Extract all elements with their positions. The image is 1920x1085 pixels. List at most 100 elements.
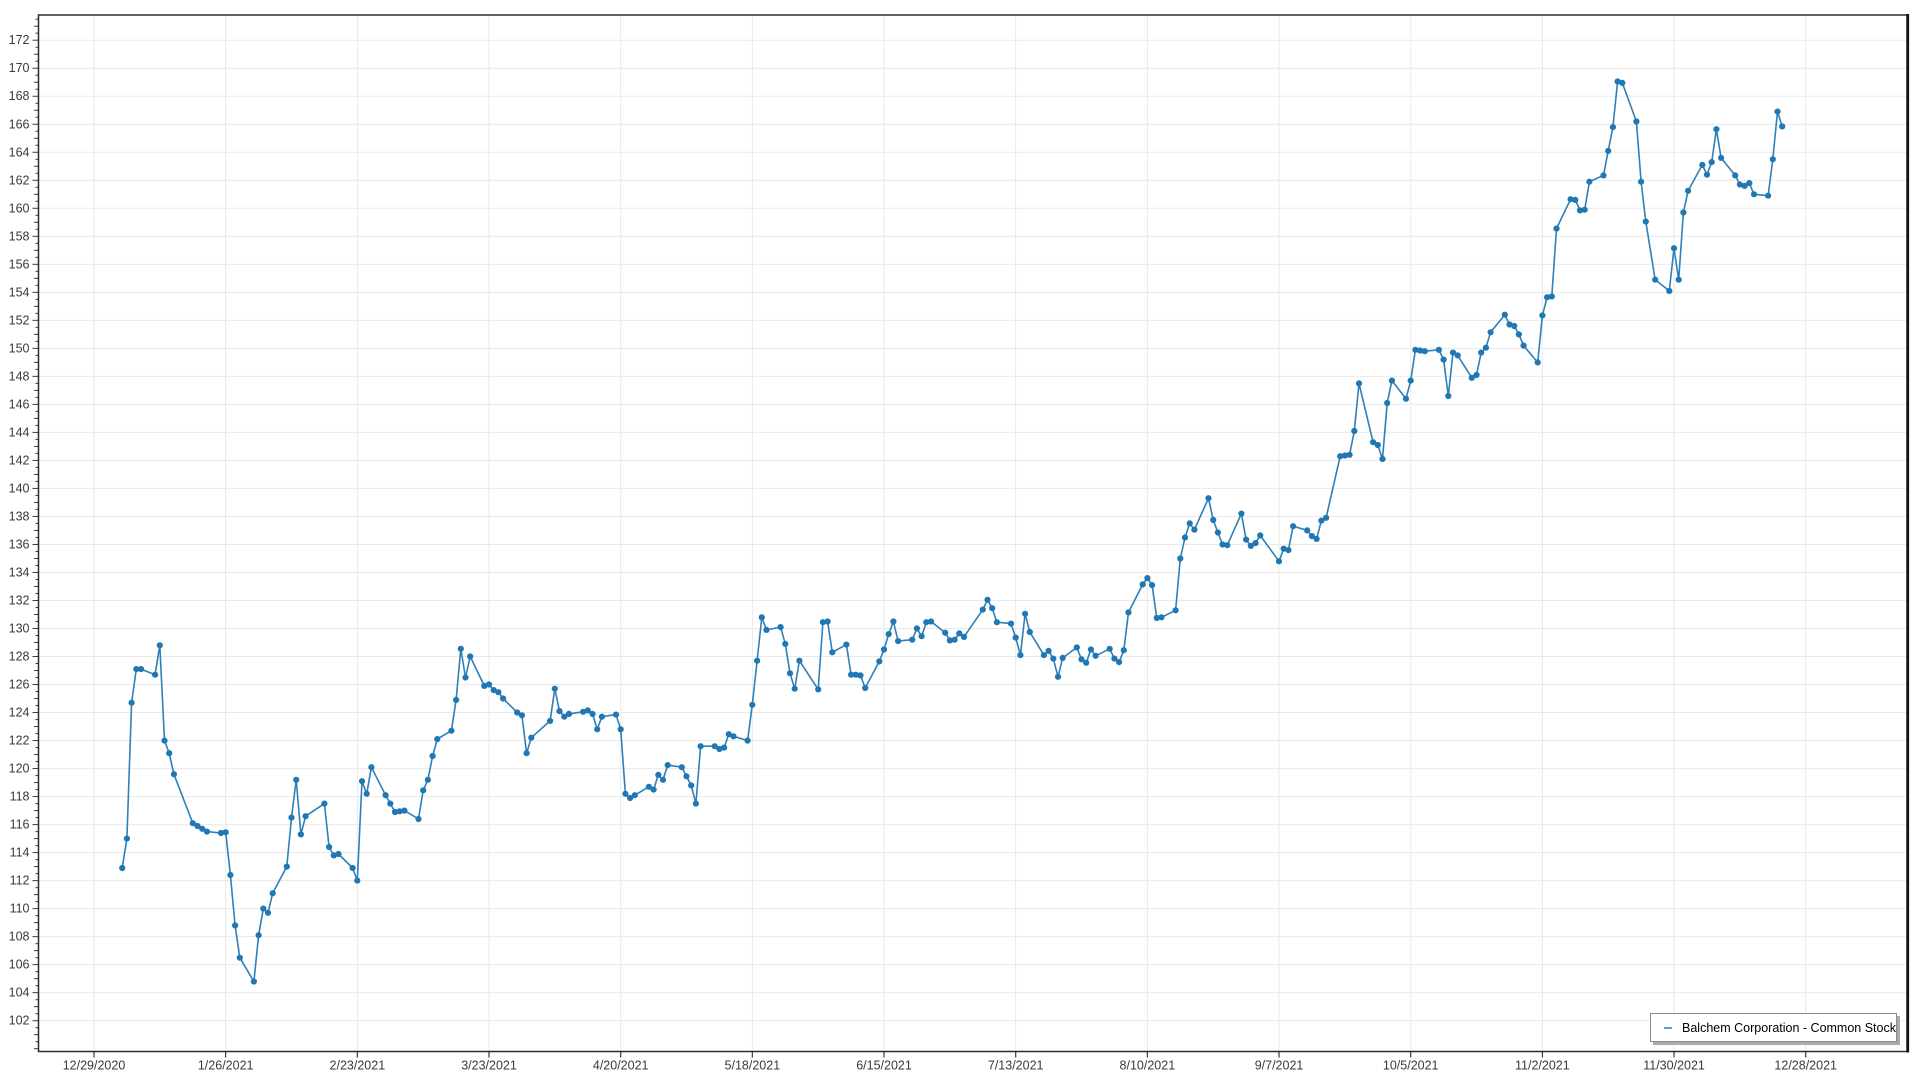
x-axis-label: 11/2/2021 bbox=[1515, 1059, 1570, 1073]
x-axis-label: 9/7/2021 bbox=[1255, 1059, 1304, 1073]
y-axis-label: 168 bbox=[9, 89, 30, 103]
data-point-marker bbox=[951, 636, 958, 643]
data-point-marker bbox=[580, 708, 587, 715]
data-point-marker bbox=[744, 737, 751, 744]
data-point-marker bbox=[979, 606, 986, 613]
data-point-marker bbox=[326, 843, 333, 851]
data-point-marker bbox=[152, 671, 159, 678]
data-point-marker bbox=[561, 713, 568, 720]
data-point-marker bbox=[232, 922, 239, 929]
data-point-marker bbox=[1083, 659, 1090, 666]
data-point-marker bbox=[481, 682, 488, 690]
x-axis-label: 10/5/2021 bbox=[1383, 1059, 1439, 1073]
data-point-marker bbox=[725, 731, 732, 738]
y-axis-label: 112 bbox=[10, 874, 30, 888]
x-axis-label: 11/30/2021 bbox=[1643, 1059, 1705, 1073]
data-point-marker bbox=[330, 852, 337, 859]
data-point-marker bbox=[1304, 527, 1311, 534]
data-point-marker bbox=[1736, 181, 1743, 188]
data-point-marker bbox=[358, 778, 366, 785]
data-point-marker bbox=[786, 670, 794, 677]
data-point-marker bbox=[1769, 156, 1776, 163]
legend-line-marker-icon bbox=[1664, 1026, 1673, 1029]
x-axis-label: 7/13/2021 bbox=[988, 1059, 1044, 1073]
data-point-marker bbox=[467, 653, 474, 660]
data-point-marker bbox=[1351, 427, 1358, 435]
data-point-marker bbox=[1699, 161, 1706, 168]
data-point-marker bbox=[730, 733, 737, 740]
data-point-marker bbox=[293, 776, 300, 783]
data-point-marker bbox=[1323, 514, 1330, 521]
data-point-marker bbox=[815, 686, 822, 693]
data-point-marker bbox=[495, 689, 502, 696]
data-point-marker bbox=[1238, 510, 1245, 517]
data-point-marker bbox=[1007, 620, 1015, 627]
y-axis-label: 132 bbox=[9, 593, 30, 607]
data-point-marker bbox=[1478, 349, 1485, 356]
data-point-marker bbox=[1774, 108, 1781, 115]
data-point-marker bbox=[1125, 609, 1132, 616]
x-axis-label: 12/29/2020 bbox=[63, 1059, 126, 1073]
data-point-marker bbox=[1040, 652, 1047, 659]
data-point-marker bbox=[1106, 645, 1113, 652]
data-point-marker bbox=[1576, 207, 1584, 214]
data-point-marker bbox=[401, 807, 408, 814]
data-point-marker bbox=[1374, 441, 1381, 449]
data-point-marker bbox=[1139, 581, 1146, 588]
data-point-marker bbox=[1572, 196, 1579, 203]
data-point-marker bbox=[119, 864, 126, 872]
data-point-marker bbox=[824, 618, 831, 625]
data-point-marker bbox=[1713, 126, 1720, 133]
y-axis-label: 120 bbox=[9, 762, 30, 776]
data-point-marker bbox=[960, 633, 968, 641]
data-point-marker bbox=[189, 820, 196, 827]
legend-series-label: Balchem Corporation - Common Stock bbox=[1682, 1020, 1896, 1035]
data-point-marker bbox=[1257, 532, 1264, 539]
data-point-marker bbox=[927, 618, 935, 625]
data-point-marker bbox=[457, 645, 464, 652]
data-point-marker bbox=[485, 681, 493, 688]
data-point-marker bbox=[335, 850, 342, 858]
data-point-marker bbox=[170, 771, 177, 778]
data-point-marker bbox=[1614, 78, 1621, 85]
data-point-marker bbox=[1487, 329, 1494, 336]
data-point-marker bbox=[659, 776, 667, 783]
data-point-marker bbox=[1520, 342, 1527, 349]
data-point-marker bbox=[199, 825, 206, 832]
data-point-marker bbox=[946, 637, 954, 644]
data-point-marker bbox=[1708, 159, 1715, 166]
data-point-marker bbox=[1449, 349, 1457, 356]
data-point-marker bbox=[1680, 209, 1687, 216]
data-point-marker bbox=[1205, 495, 1212, 502]
data-point-marker bbox=[678, 764, 685, 771]
data-point-marker bbox=[424, 776, 431, 783]
data-point-marker bbox=[697, 743, 704, 750]
data-point-marker bbox=[913, 625, 921, 632]
data-point-marker bbox=[1407, 377, 1414, 384]
data-point-marker bbox=[890, 618, 897, 625]
y-axis-label: 134 bbox=[9, 565, 30, 579]
data-point-marker bbox=[203, 828, 210, 835]
y-axis-label: 124 bbox=[9, 706, 30, 720]
data-point-marker bbox=[217, 829, 225, 837]
data-point-marker bbox=[1718, 154, 1725, 161]
y-axis-label: 108 bbox=[9, 930, 30, 944]
data-point-marker bbox=[1539, 312, 1546, 319]
data-point-marker bbox=[918, 633, 925, 640]
data-point-marker bbox=[1111, 655, 1118, 662]
data-point-marker bbox=[848, 671, 855, 678]
data-point-marker bbox=[518, 712, 526, 719]
data-point-marker bbox=[1750, 191, 1758, 198]
data-point-marker bbox=[829, 649, 836, 656]
data-point-marker bbox=[556, 708, 563, 715]
data-point-marker bbox=[1092, 652, 1099, 659]
data-point-marker bbox=[1412, 346, 1419, 353]
data-point-marker bbox=[1534, 359, 1541, 366]
data-point-marker bbox=[1252, 540, 1259, 547]
data-point-marker bbox=[1247, 542, 1254, 550]
data-point-marker bbox=[1341, 452, 1348, 459]
data-point-marker bbox=[222, 829, 229, 836]
data-point-marker bbox=[1600, 172, 1607, 179]
